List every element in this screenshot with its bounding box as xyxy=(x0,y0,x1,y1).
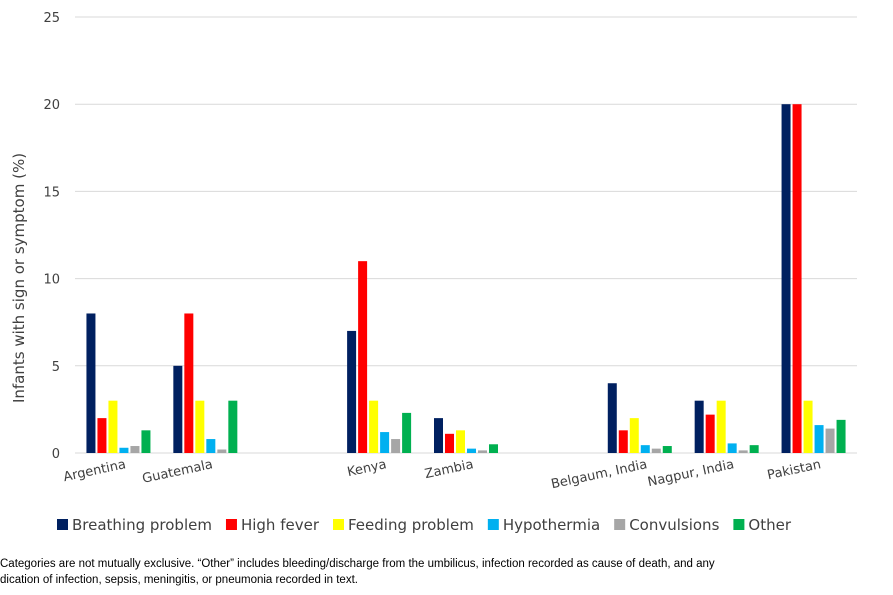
bar xyxy=(195,400,205,453)
x-tick-label: Nagpur, India xyxy=(646,457,735,490)
gridlines xyxy=(75,16,857,454)
bar xyxy=(749,445,759,453)
bar xyxy=(478,450,487,453)
bar xyxy=(347,330,357,453)
bar xyxy=(130,446,140,453)
footnote-line-1: Categories are not mutually exclusive. “… xyxy=(0,558,715,570)
y-tick-label: 15 xyxy=(43,185,60,200)
bar xyxy=(358,261,368,453)
y-tick-label: 25 xyxy=(43,11,60,26)
bar xyxy=(629,418,639,453)
x-tick-label: Argentina xyxy=(62,457,127,485)
bar xyxy=(792,104,802,453)
bar xyxy=(825,428,835,453)
y-tick-label: 10 xyxy=(43,273,60,288)
bar xyxy=(727,443,737,453)
y-tick-label: 20 xyxy=(43,98,60,113)
bar xyxy=(86,313,96,453)
bar xyxy=(836,419,846,453)
bar xyxy=(456,430,465,453)
bars xyxy=(86,104,846,453)
bar xyxy=(803,400,813,453)
bar xyxy=(380,432,390,453)
legend-label: Other xyxy=(748,516,791,534)
bar xyxy=(173,365,183,453)
bar-chart: 0 5 10 15 20 25 Infants with sign or symptom … xyxy=(10,11,857,534)
y-axis-ticks: 0 5 10 15 20 25 xyxy=(43,11,60,462)
legend-swatch xyxy=(487,519,499,530)
bar xyxy=(694,400,704,453)
bar xyxy=(434,418,443,453)
legend-swatch xyxy=(614,519,626,530)
bar xyxy=(662,446,672,453)
legend-swatch xyxy=(225,519,237,530)
legend-label: Convulsions xyxy=(629,516,719,534)
bar xyxy=(705,414,715,453)
legend-swatch xyxy=(333,519,344,530)
bar xyxy=(206,439,216,453)
footnote-line-2: dication of infection, sepsis, meningiti… xyxy=(0,574,358,586)
x-axis-ticks: Argentina Guatemala Kenya Zambia Belgaum, In… xyxy=(62,457,822,492)
footnote: Categories are not mutually exclusive. “… xyxy=(0,556,893,588)
x-tick-label: Belgaum, India xyxy=(550,457,649,492)
bar xyxy=(184,313,194,453)
bar xyxy=(228,400,238,453)
bar xyxy=(97,418,107,453)
bar xyxy=(119,447,129,453)
bar xyxy=(716,400,726,453)
legend-label: Feeding problem xyxy=(348,516,474,534)
bar xyxy=(369,400,379,453)
bar xyxy=(640,445,650,453)
bar xyxy=(467,448,476,453)
x-tick-label: Kenya xyxy=(346,457,388,480)
legend-label: High fever xyxy=(241,516,320,534)
bar xyxy=(607,383,617,453)
legend-swatch xyxy=(733,519,745,530)
bar xyxy=(814,425,824,453)
bar xyxy=(108,400,118,453)
bar xyxy=(445,433,454,453)
x-tick-label: Zambia xyxy=(423,457,474,482)
legend: Breathing problem High fever Feeding probl… xyxy=(57,516,792,534)
bar xyxy=(141,430,151,453)
bar xyxy=(489,444,498,453)
bar xyxy=(651,448,661,453)
y-tick-label: 5 xyxy=(52,360,60,375)
bar xyxy=(738,450,748,453)
bar xyxy=(402,412,412,453)
bar xyxy=(217,449,227,453)
legend-swatch xyxy=(57,519,68,530)
legend-label: Breathing problem xyxy=(72,516,212,534)
y-axis-label: Infants with sign or symptom (%) xyxy=(10,153,28,403)
bar xyxy=(391,439,401,453)
y-tick-label: 0 xyxy=(52,447,60,462)
legend-label: Hypothermia xyxy=(503,516,600,534)
bar xyxy=(618,430,628,453)
x-tick-label: Pakistan xyxy=(766,457,822,483)
x-tick-label: Guatemala xyxy=(141,457,214,487)
bar xyxy=(781,104,791,453)
